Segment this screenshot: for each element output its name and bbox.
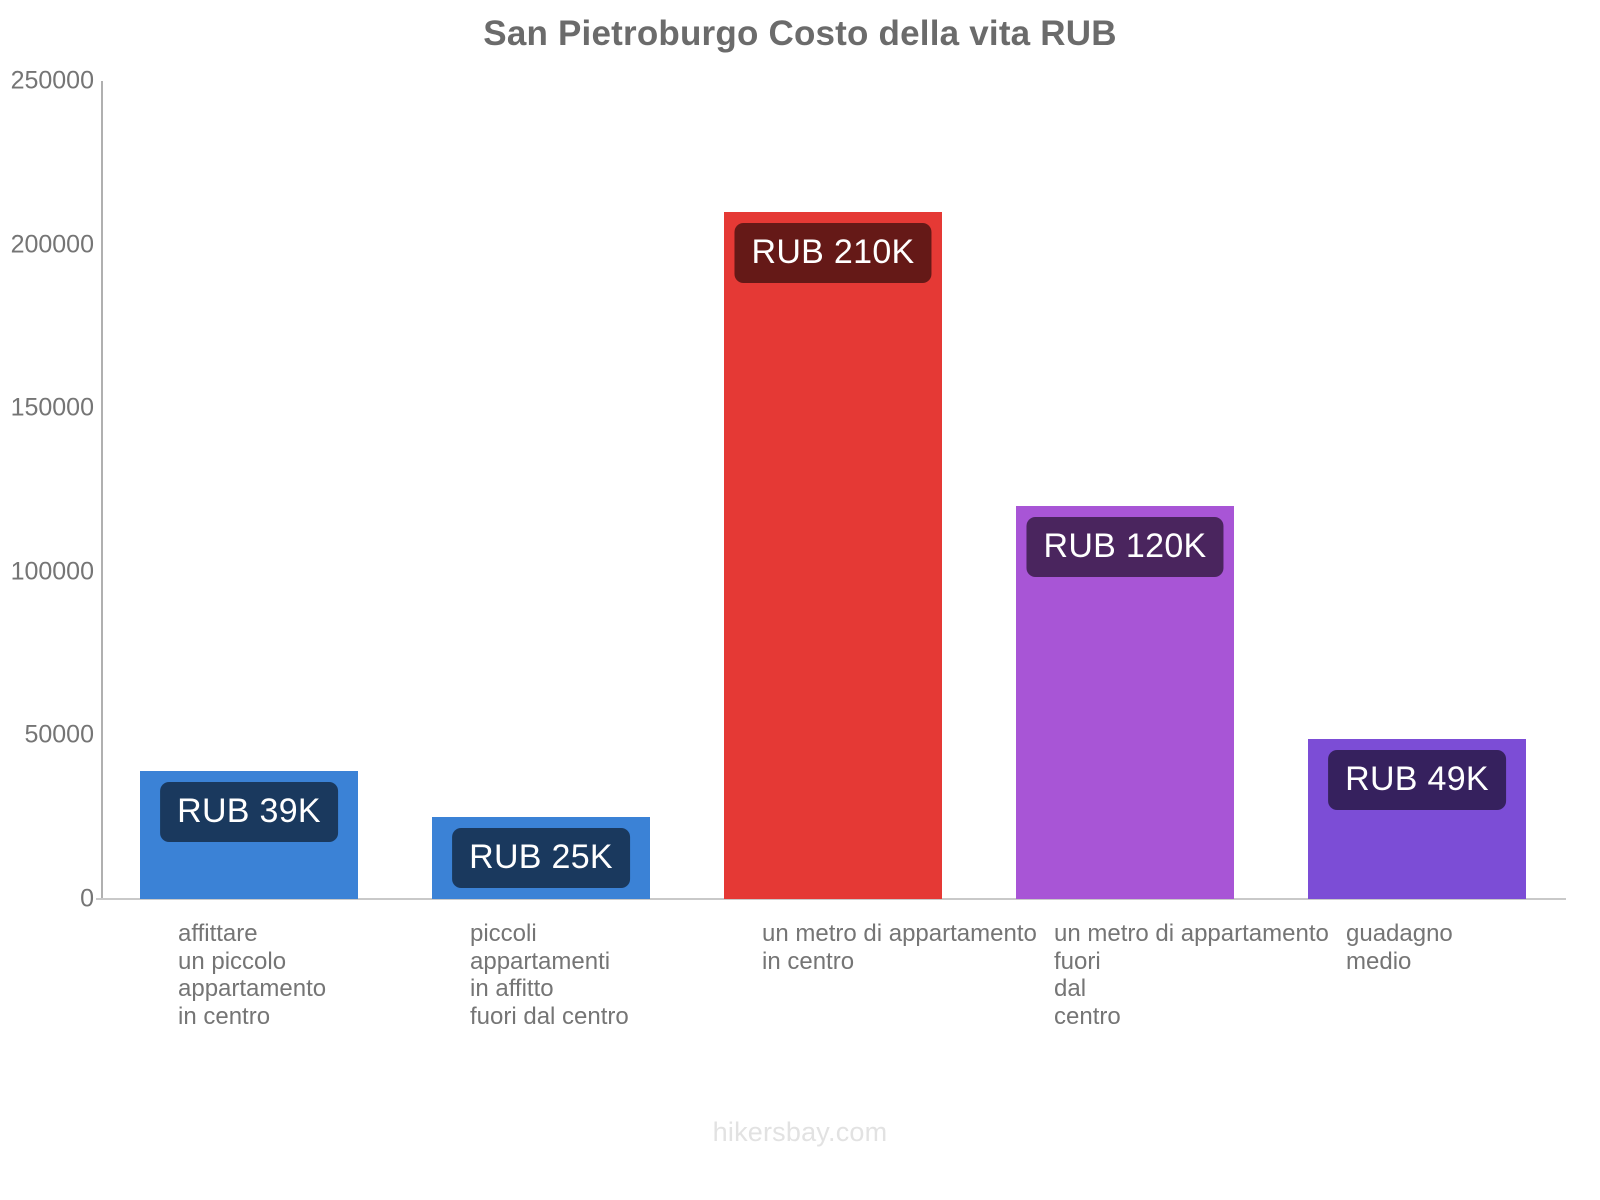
y-axis-line — [101, 81, 103, 899]
y-axis-tick-label: 250000 — [10, 66, 94, 95]
bar-value-label: RUB 25K — [452, 828, 630, 889]
bar[interactable] — [724, 211, 942, 899]
chart-title: San Pietroburgo Costo della vita RUB — [483, 14, 1117, 53]
x-axis-category-label: piccoli appartamenti in affitto fuori da… — [470, 920, 629, 1030]
bar-value-label: RUB 49K — [1328, 749, 1506, 810]
y-axis-tick-label: 50000 — [24, 720, 94, 749]
bar-value-label: RUB 210K — [734, 222, 932, 283]
y-axis-tick-label: 0 — [80, 884, 94, 913]
y-axis-tick-label: 100000 — [10, 557, 94, 586]
y-axis-tick-label: 150000 — [10, 393, 94, 422]
bar-value-label: RUB 39K — [160, 782, 338, 843]
watermark: hikersbay.com — [712, 1117, 888, 1147]
y-axis-tick-labels: 250000 200000 150000 100000 50000 0 — [0, 0, 94, 1200]
x-axis-category-label: guadagno medio — [1346, 920, 1453, 975]
x-axis-category-label: un metro di appartamento in centro — [762, 920, 1037, 975]
x-axis-category-label: un metro di appartamento fuori dal centr… — [1054, 920, 1329, 1030]
x-axis-line — [96, 898, 1566, 900]
y-axis-tick-label: 200000 — [10, 230, 94, 259]
x-axis-category-label: affittare un piccolo appartamento in cen… — [178, 920, 327, 1030]
bar-value-label: RUB 120K — [1026, 517, 1224, 578]
